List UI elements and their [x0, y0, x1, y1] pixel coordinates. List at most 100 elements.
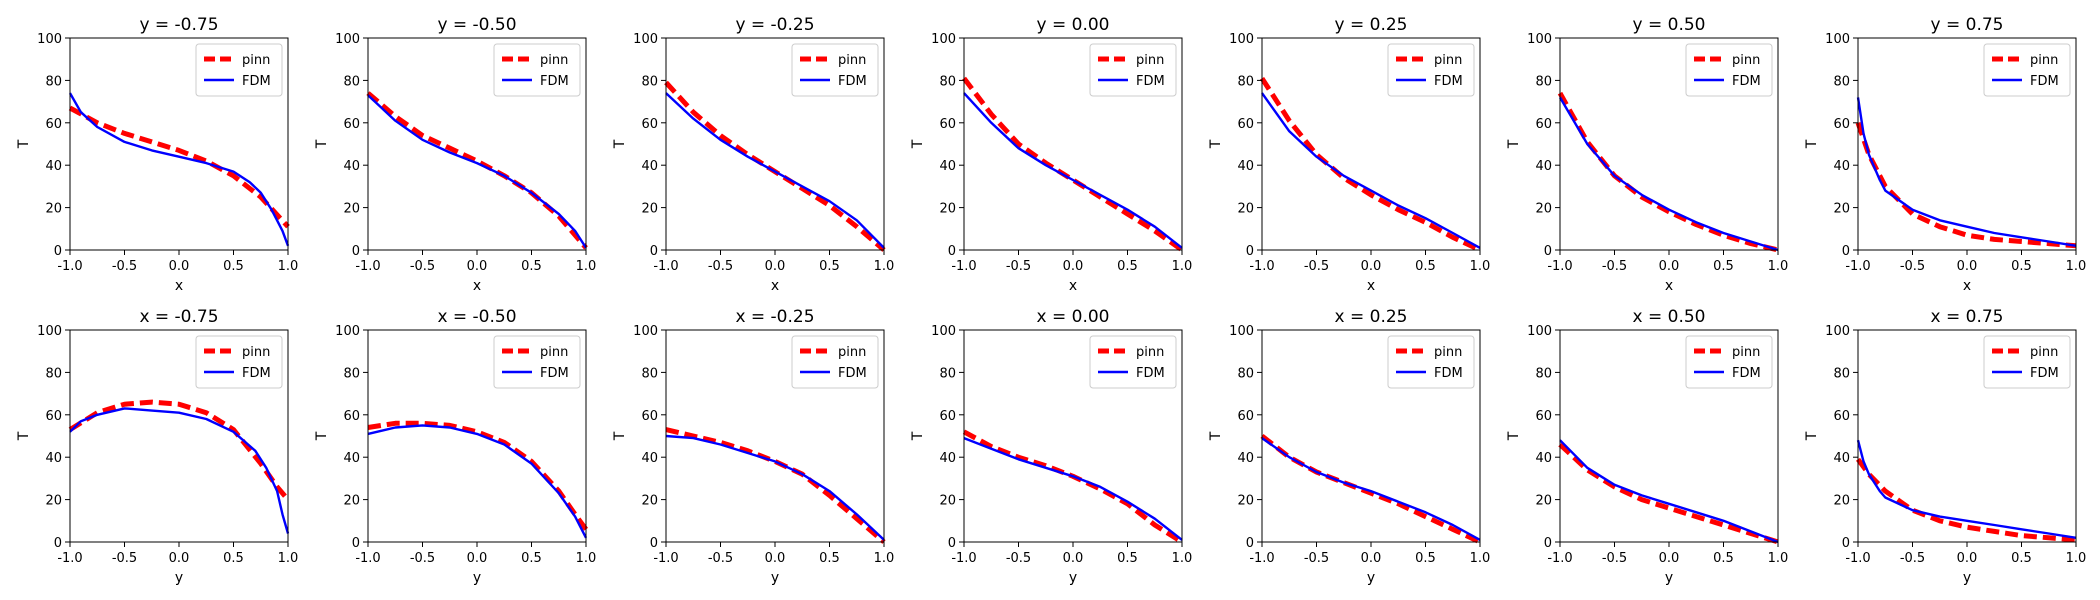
- y-tick-label: 60: [1535, 117, 1552, 132]
- y-tick-label: 60: [45, 409, 62, 424]
- y-tick-label: 60: [1535, 409, 1552, 424]
- x-tick-label: 0.5: [223, 259, 244, 274]
- legend-box: [195, 43, 283, 97]
- x-tick-label: 0.0: [1361, 551, 1382, 566]
- x-axis-label: x: [473, 278, 481, 294]
- y-axis-label: T: [16, 431, 32, 441]
- y-axis-label: T: [1804, 431, 1820, 441]
- legend: pinn FDM: [1983, 335, 2071, 389]
- x-tick-label: 0.0: [1659, 551, 1680, 566]
- pinn-line: [367, 420, 589, 531]
- x-tick-label: -1.0: [1845, 551, 1870, 566]
- legend-label-fdm: FDM: [242, 366, 271, 381]
- y-tick-label: 20: [343, 202, 360, 217]
- y-tick-label: 0: [948, 536, 956, 551]
- subplot-title: x = 0.00: [1037, 307, 1110, 327]
- x-tick-label: 1.0: [1768, 551, 1789, 566]
- y-tick-label: 100: [633, 32, 658, 47]
- legend: pinn FDM: [1089, 335, 1177, 389]
- pinn-line: [366, 91, 588, 250]
- y-tick-label: 0: [54, 536, 62, 551]
- subplot-title: x = 0.75: [1931, 307, 2004, 327]
- y-tick-label: 60: [1237, 117, 1254, 132]
- y-axis-label: T: [612, 431, 628, 441]
- y-tick-label: 60: [1833, 409, 1850, 424]
- y-tick-label: 80: [1237, 366, 1254, 381]
- subplot-title: x = -0.50: [437, 307, 516, 327]
- y-tick-label: 20: [1237, 494, 1254, 509]
- y-tick-label: 0: [1246, 244, 1254, 259]
- legend-box: [1089, 335, 1177, 389]
- y-tick-label: 60: [343, 409, 360, 424]
- x-tick-label: -1.0: [1249, 259, 1274, 274]
- x-tick-label: -0.5: [410, 551, 435, 566]
- x-axis-label: x: [175, 278, 183, 294]
- x-tick-label: -1.0: [1845, 259, 1870, 274]
- subplot-11: -1.0 -0.5 0.0 0.5 1.0 0 20 40 60 80 100 x = 0.00 y Tp…: [910, 307, 1192, 586]
- legend: pinn FDM: [791, 43, 879, 97]
- x-tick-label: -0.5: [708, 551, 733, 566]
- x-tick-label: -0.5: [1602, 551, 1627, 566]
- x-tick-label: 0.5: [819, 551, 840, 566]
- legend-label-pinn: pinn: [1434, 345, 1462, 360]
- x-axis-label: x: [1069, 278, 1077, 294]
- legend-label-pinn: pinn: [540, 345, 568, 360]
- pinn-line: [1259, 76, 1482, 253]
- x-tick-label: 0.0: [169, 259, 190, 274]
- subplot-7: -1.0 -0.5 0.0 0.5 1.0 0 20 40 60 80 100 y = 0.75 x Tp…: [1804, 15, 2086, 294]
- legend-label-fdm: FDM: [2030, 74, 2059, 89]
- subplot-3: -1.0 -0.5 0.0 0.5 1.0 0 20 40 60 80 100 y = -0.25 x T…: [612, 15, 894, 294]
- x-tick-label: 0.0: [1957, 259, 1978, 274]
- legend-label-fdm: FDM: [2030, 366, 2059, 381]
- legend-label-pinn: pinn: [540, 53, 568, 68]
- subplot-title: y = 0.25: [1335, 15, 1408, 35]
- y-tick-label: 0: [1246, 536, 1254, 551]
- pinn-line: [962, 429, 1184, 545]
- x-tick-label: -0.5: [410, 259, 435, 274]
- x-tick-label: 1.0: [2066, 551, 2087, 566]
- fdm-line: [963, 436, 1183, 541]
- legend: pinn FDM: [195, 43, 283, 97]
- x-tick-label: 0.0: [765, 551, 786, 566]
- x-tick-label: 0.0: [1957, 551, 1978, 566]
- y-tick-label: 60: [45, 117, 62, 132]
- subplot-13: -1.0 -0.5 0.0 0.5 1.0 0 20 40 60 80 100 x = 0.50 y Tp…: [1506, 307, 1788, 586]
- x-tick-label: 0.5: [1415, 551, 1436, 566]
- y-axis-label: T: [16, 139, 32, 149]
- y-tick-label: 20: [45, 202, 62, 217]
- x-tick-label: 0.5: [1117, 259, 1138, 274]
- y-tick-label: 40: [343, 451, 360, 466]
- x-tick-label: -0.5: [708, 259, 733, 274]
- x-tick-label: -1.0: [57, 551, 82, 566]
- x-tick-label: -1.0: [653, 259, 678, 274]
- fdm-line: [665, 434, 885, 541]
- y-tick-label: 20: [343, 494, 360, 509]
- y-tick-label: 40: [1833, 159, 1850, 174]
- y-tick-label: 0: [948, 244, 956, 259]
- y-axis-label: T: [1208, 431, 1224, 441]
- y-tick-label: 40: [939, 159, 956, 174]
- legend-label-pinn: pinn: [1136, 345, 1164, 360]
- legend-box: [1983, 335, 2071, 389]
- x-tick-label: 1.0: [874, 259, 895, 274]
- subplot-title: y = -0.75: [139, 15, 218, 35]
- fdm-line: [1261, 437, 1481, 541]
- subplot-title: y = -0.50: [437, 15, 516, 35]
- legend: pinn FDM: [1089, 43, 1177, 97]
- y-axis-label: T: [314, 139, 330, 149]
- y-tick-label: 60: [641, 117, 658, 132]
- y-tick-label: 60: [343, 117, 360, 132]
- y-tick-label: 20: [1833, 202, 1850, 217]
- y-tick-label: 100: [633, 324, 658, 339]
- y-tick-label: 20: [1833, 494, 1850, 509]
- y-tick-label: 100: [931, 324, 956, 339]
- y-tick-label: 20: [45, 494, 62, 509]
- fdm-line: [69, 407, 290, 534]
- y-tick-label: 0: [650, 536, 658, 551]
- y-tick-label: 20: [1237, 202, 1254, 217]
- y-tick-label: 80: [1237, 74, 1254, 89]
- legend: pinn FDM: [1685, 335, 1773, 389]
- legend: pinn FDM: [1387, 43, 1475, 97]
- legend-label-fdm: FDM: [838, 74, 867, 89]
